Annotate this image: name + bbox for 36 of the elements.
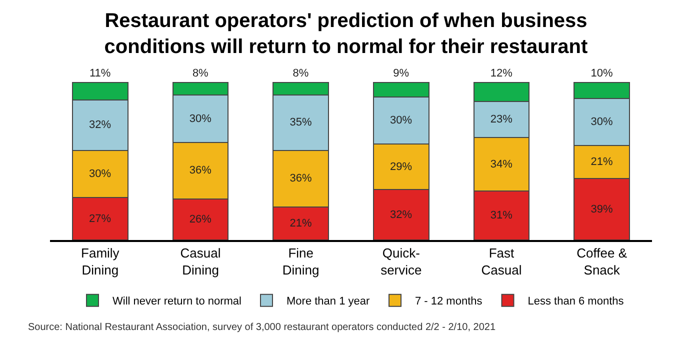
data-label: 8% (192, 68, 209, 80)
data-label: 9% (393, 68, 410, 80)
data-label: 10% (590, 68, 613, 80)
data-label: 11% (89, 68, 111, 80)
x-tick-label: Fast Casual (481, 246, 522, 278)
legend-label: Will never return to normal (112, 296, 242, 308)
data-label: 31% (490, 210, 513, 222)
data-label: 32% (390, 208, 412, 221)
data-label: 30% (590, 116, 613, 128)
data-label: 29% (390, 160, 412, 173)
source-note: Source: National Restaurant Association, survey of 3,000 restaurant operators conducted 2/2 - 2/10, 2021 (28, 322, 496, 333)
data-label: 27% (89, 212, 112, 225)
x-tick-label: Quick- service (380, 246, 422, 278)
data-label: 30% (89, 168, 112, 180)
legend-label: Less than 6 months (528, 296, 624, 308)
data-label: 12% (490, 68, 513, 80)
data-label: 39% (590, 203, 613, 216)
x-tick-label: Fine Dining (282, 246, 320, 278)
data-label: 23% (490, 114, 513, 126)
x-tick-label: Family Dining (81, 246, 120, 278)
x-tick-label: Coffee & Snack (576, 246, 628, 278)
data-label: 36% (189, 164, 212, 177)
data-label: 21% (290, 217, 312, 230)
legend-label: More than 1 year (286, 296, 370, 308)
x-tick-label: Casual Dining (180, 246, 221, 278)
data-label: 26% (189, 214, 212, 226)
data-label: 8% (292, 68, 309, 80)
chart-title: Restaurant operators' prediction of when business conditions will return to normal for their restaurant (104, 10, 588, 58)
data-label: 32% (89, 119, 112, 132)
data-label: 34% (490, 158, 513, 170)
data-label: 30% (189, 112, 212, 125)
data-label: 21% (590, 156, 613, 168)
data-label: 35% (290, 116, 312, 129)
legend-label: 7 - 12 months (414, 296, 483, 308)
data-label: 30% (390, 114, 412, 126)
data-label: 36% (290, 172, 312, 185)
